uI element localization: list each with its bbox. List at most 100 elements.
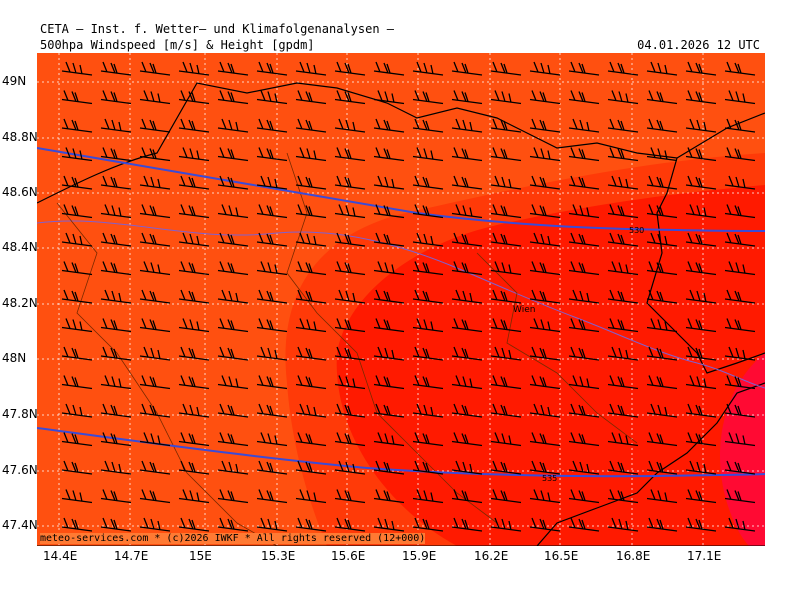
country-border-east <box>646 157 765 374</box>
wind-barb <box>607 175 639 190</box>
wind-barb <box>724 346 756 361</box>
wind-barb <box>217 261 249 276</box>
wind-barb <box>646 204 678 219</box>
wind-barb <box>646 346 678 361</box>
wind-barb <box>685 375 717 390</box>
institute-title: CETA – Inst. f. Wetter– und Klimafolgena… <box>40 22 395 36</box>
wind-barb <box>451 318 483 333</box>
wind-barb <box>646 318 678 333</box>
lon-tick-label: 16.5E <box>544 549 579 563</box>
wind-barb <box>646 432 678 447</box>
wind-barb <box>607 346 639 361</box>
wind-barb <box>178 204 210 219</box>
lat-tick-label: 47.6N <box>2 463 38 477</box>
wind-barb <box>295 289 327 304</box>
wind-barb <box>646 489 678 504</box>
wind-barb <box>100 204 132 219</box>
wind-barb <box>373 261 405 276</box>
wind-barb <box>724 432 756 447</box>
wind-barb <box>373 318 405 333</box>
wind-barb <box>685 147 717 162</box>
wind-barb <box>685 261 717 276</box>
wind-barb <box>451 232 483 247</box>
wind-barb <box>295 61 327 76</box>
wind-barb <box>724 318 756 333</box>
wind-barb <box>490 489 522 504</box>
wind-barb <box>724 489 756 504</box>
wind-barb <box>685 318 717 333</box>
wind-barb <box>334 460 366 475</box>
wind-barb <box>334 432 366 447</box>
wind-barb <box>373 489 405 504</box>
wind-barb <box>568 318 600 333</box>
wind-barb <box>373 204 405 219</box>
wind-barb <box>568 489 600 504</box>
wind-barb <box>451 147 483 162</box>
wind-barb <box>490 175 522 190</box>
lon-tick-label: 15.3E <box>261 549 296 563</box>
lat-tick-label: 49N <box>2 74 27 88</box>
wind-barb <box>256 90 288 105</box>
wind-barb <box>178 489 210 504</box>
lon-tick-label: 16.2E <box>474 549 509 563</box>
wind-barb <box>451 517 483 532</box>
wind-barb <box>139 261 171 276</box>
wind-barb <box>217 489 249 504</box>
wind-barb <box>529 460 561 475</box>
wind-barb <box>685 489 717 504</box>
wind-barb <box>139 232 171 247</box>
wind-barb <box>178 175 210 190</box>
wind-barb <box>61 489 93 504</box>
wind-barb <box>646 517 678 532</box>
wind-barb <box>139 432 171 447</box>
wind-barb <box>412 346 444 361</box>
wind-barb <box>373 289 405 304</box>
wind-barb <box>529 375 561 390</box>
wind-barb <box>451 403 483 418</box>
wind-barb <box>607 489 639 504</box>
wind-barb <box>568 289 600 304</box>
wind-barb <box>139 318 171 333</box>
wind-barb <box>295 175 327 190</box>
wind-barb <box>178 403 210 418</box>
wind-barb <box>685 90 717 105</box>
wind-barb <box>256 403 288 418</box>
weather-map: 530 535 Wien <box>37 53 765 546</box>
wind-barb <box>100 432 132 447</box>
wind-barb <box>256 118 288 133</box>
wind-barb <box>61 232 93 247</box>
wind-barb <box>685 517 717 532</box>
wind-barb <box>100 90 132 105</box>
wind-barb <box>490 460 522 475</box>
wind-barb <box>217 375 249 390</box>
wind-barb <box>256 346 288 361</box>
wind-barb <box>646 175 678 190</box>
wind-barb <box>412 489 444 504</box>
wind-barb <box>256 204 288 219</box>
wind-barb <box>256 432 288 447</box>
wind-barb <box>412 232 444 247</box>
wind-barb <box>256 289 288 304</box>
wind-barb <box>607 61 639 76</box>
wind-barb <box>334 90 366 105</box>
wind-barb <box>334 204 366 219</box>
wind-barb <box>373 346 405 361</box>
wind-barb <box>529 204 561 219</box>
wind-barb <box>529 261 561 276</box>
wind-barb <box>295 375 327 390</box>
wind-barb <box>139 489 171 504</box>
wind-barb <box>568 61 600 76</box>
lon-tick-label: 14.4E <box>43 549 78 563</box>
wind-barb <box>568 432 600 447</box>
wind-barb <box>61 175 93 190</box>
wind-barb <box>217 232 249 247</box>
wind-barb <box>607 375 639 390</box>
wind-barb <box>568 403 600 418</box>
wind-barb <box>100 118 132 133</box>
wind-barb <box>100 261 132 276</box>
wind-barb <box>646 61 678 76</box>
wind-barb <box>373 517 405 532</box>
wind-barb <box>373 147 405 162</box>
wind-barb <box>529 175 561 190</box>
wind-barb <box>724 118 756 133</box>
